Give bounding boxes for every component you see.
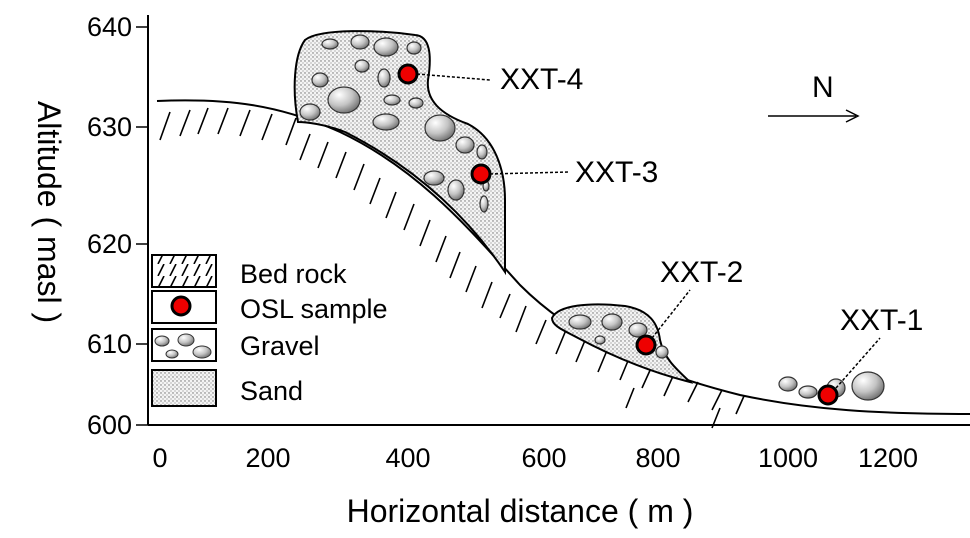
x-tick-label-200: 200 <box>245 443 290 473</box>
sample-label-xxt-4: XXT-4 <box>500 63 583 96</box>
y-tick-label-630: 630 <box>87 112 132 142</box>
north-label: N <box>812 71 834 104</box>
upper-terrace-sand <box>293 30 506 276</box>
sample-label-xxt-2: XXT-2 <box>660 256 743 289</box>
osl-marker-xxt-1 <box>817 384 839 406</box>
y-axis-title: Altitude ( masl ) <box>31 101 67 323</box>
sample-label-xxt-3: XXT-3 <box>575 156 658 189</box>
y-tick-label-610: 610 <box>87 329 132 359</box>
legend-swatch-sand <box>151 369 217 407</box>
x-tick-label-1000: 1000 <box>758 443 818 473</box>
y-tick-label-620: 620 <box>87 229 132 259</box>
x-axis-title: Horizontal distance ( m ) <box>347 493 694 529</box>
legend-item-bedrock: Bed rock <box>151 254 347 289</box>
y-tick-label-600: 600 <box>87 410 132 440</box>
x-tick-label-400: 400 <box>385 443 430 473</box>
sample-label-xxt-1: XXT-1 <box>840 304 923 337</box>
north-arrow-icon <box>768 109 860 123</box>
x-tick-label-1200: 1200 <box>858 443 918 473</box>
legend-label-bedrock: Bed rock <box>240 259 347 289</box>
osl-sample-icon <box>170 295 192 317</box>
legend-item-osl: OSL sample <box>151 290 388 324</box>
leader-lines <box>416 73 881 389</box>
legend-swatch-bedrock <box>151 254 217 288</box>
bedrock-hatch <box>159 107 745 429</box>
upper-terrace-gravel <box>299 34 490 213</box>
y-ticks <box>136 26 148 426</box>
x-tick-label-600: 600 <box>521 443 566 473</box>
osl-marker-xxt-3 <box>470 163 492 185</box>
x-tick-label-0: 0 <box>152 443 167 473</box>
osl-marker-xxt-2 <box>635 334 657 356</box>
osl-markers <box>397 63 839 406</box>
legend-label-sand: Sand <box>240 376 303 406</box>
ground-surface <box>156 99 970 415</box>
osl-marker-xxt-4 <box>397 63 419 85</box>
legend-label-gravel: Gravel <box>240 331 320 361</box>
x-tick-label-800: 800 <box>635 443 680 473</box>
legend: Bed rock OSL sample Gravel Sand <box>151 254 388 407</box>
middle-terrace-gravel <box>568 313 669 359</box>
y-tick-label-640: 640 <box>87 12 132 42</box>
legend-item-sand: Sand <box>151 369 303 407</box>
legend-label-osl: OSL sample <box>240 294 388 324</box>
legend-item-gravel: Gravel <box>151 328 320 362</box>
